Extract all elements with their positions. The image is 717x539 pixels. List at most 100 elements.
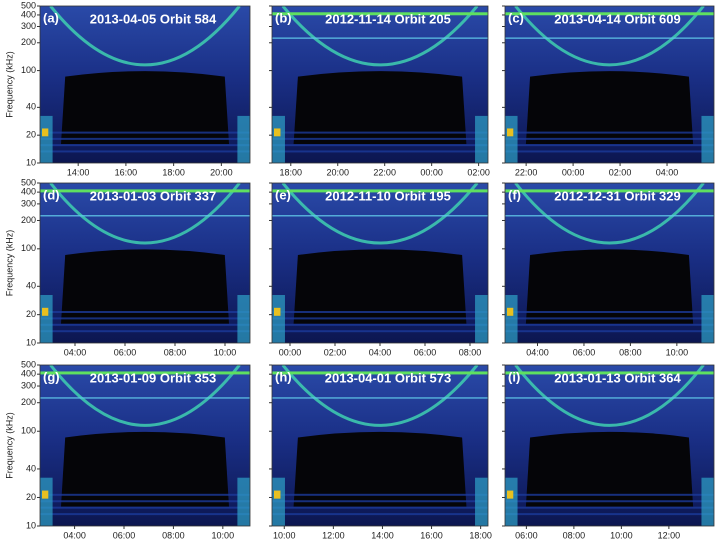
band <box>272 137 488 140</box>
edge-hot <box>507 307 514 316</box>
y-tick-label: 40 <box>26 281 36 291</box>
x-tick-label: 04:00 <box>526 347 549 357</box>
line-200 <box>272 397 488 399</box>
band <box>505 150 714 153</box>
x-tick-label: 08:00 <box>164 347 187 357</box>
x-tick-label: 08:00 <box>563 530 586 539</box>
band <box>272 131 488 134</box>
emission-arc <box>49 365 241 427</box>
y-tick-label: 300 <box>21 380 36 390</box>
band <box>272 513 488 516</box>
emission-arc <box>514 365 705 427</box>
edge-glow <box>40 115 53 163</box>
line-400 <box>272 12 488 16</box>
edge-hot <box>42 490 49 499</box>
x-tick-label: 12:00 <box>322 530 345 539</box>
x-tick-label: 18:00 <box>162 167 185 177</box>
edge-glow <box>475 477 488 526</box>
dark-region <box>293 71 467 145</box>
edge-glow <box>237 115 250 163</box>
x-tick-label: 10:00 <box>273 530 296 539</box>
line-200 <box>505 37 714 39</box>
x-tick-label: 18:00 <box>280 167 303 177</box>
edge-glow <box>505 477 518 526</box>
band <box>505 144 714 147</box>
panel: 06:00 08:00 10:00 12:00 (i) 2013-01-13 Orbit … <box>502 364 715 539</box>
y-tick-label: 400 <box>21 9 36 19</box>
panel-title: 2013-04-01 Orbit 573 <box>325 370 451 385</box>
x-tick-label: 16:00 <box>115 167 138 177</box>
edge-glow <box>701 295 714 343</box>
y-tick-label: 20 <box>26 492 36 502</box>
dark-region <box>61 249 229 324</box>
edge-glow <box>40 477 53 526</box>
y-tick-label: 40 <box>26 463 36 473</box>
x-tick-label: 00:00 <box>279 347 302 357</box>
band <box>40 317 250 320</box>
band <box>505 506 714 509</box>
band <box>40 150 250 153</box>
edge-glow <box>505 115 518 163</box>
emission-arc <box>281 6 479 67</box>
edge-glow <box>475 115 488 163</box>
x-tick-label: 06:00 <box>113 530 136 539</box>
x-tick-label: 04:00 <box>369 347 392 357</box>
spectrogram <box>272 183 488 343</box>
line-400 <box>505 371 714 375</box>
edge-glow <box>272 477 285 526</box>
frame <box>504 364 715 527</box>
y-tick-label: 10 <box>26 157 36 167</box>
panel-label: (d) <box>43 187 60 202</box>
panel-title: 2013-01-13 Orbit 364 <box>554 370 681 385</box>
x-tick-label: 10:00 <box>610 530 633 539</box>
dark-region <box>61 71 229 145</box>
panel: 04:00 06:00 08:00 10:00 (f) 2012-12-31 Orbit … <box>502 182 715 357</box>
x-tick-label: 10:00 <box>214 347 237 357</box>
edge-glow <box>475 295 488 343</box>
band <box>505 317 714 320</box>
x-tick-label: 10:00 <box>212 530 235 539</box>
band <box>40 506 250 509</box>
y-tick-label: 400 <box>21 369 36 379</box>
panel-label: (i) <box>508 369 520 384</box>
line-200 <box>40 215 250 217</box>
band <box>40 493 250 496</box>
x-tick-label: 02:00 <box>324 347 347 357</box>
x-tick-label: 14:00 <box>67 167 90 177</box>
x-tick-label: 06:00 <box>573 347 596 357</box>
spectrogram <box>272 365 488 526</box>
band <box>505 493 714 496</box>
y-axis-label: Frequency (kHz) <box>4 412 14 479</box>
band <box>272 311 488 313</box>
x-tick-label: 18:00 <box>469 530 492 539</box>
emission-arc <box>281 183 479 245</box>
y-tick-label: 300 <box>21 198 36 208</box>
spectrogram <box>505 365 714 526</box>
emission-arc <box>281 365 479 427</box>
dark-region <box>525 431 694 507</box>
x-tick-label: 08:00 <box>619 347 642 357</box>
y-tick-label: 300 <box>21 21 36 31</box>
edge-hot <box>507 128 514 137</box>
y-axis-label: Frequency (kHz) <box>4 51 14 118</box>
panel-title: 2012-11-14 Orbit 205 <box>325 11 451 26</box>
spectrogram <box>505 183 714 343</box>
line-400 <box>40 371 250 375</box>
y-tick-label: 500 <box>21 177 36 187</box>
edge-glow <box>40 295 53 343</box>
band <box>272 330 488 333</box>
band <box>40 323 250 326</box>
y-tick-label: 500 <box>21 0 36 10</box>
frame <box>39 182 251 344</box>
band <box>272 144 488 147</box>
panel-title: 2013-04-14 Orbit 609 <box>554 11 680 26</box>
y-tick-label: 100 <box>21 426 36 436</box>
panel-label: (e) <box>275 187 291 202</box>
frame <box>504 5 715 164</box>
x-tick-label: 06:00 <box>414 347 437 357</box>
panel-title: 2013-01-09 Orbit 353 <box>90 370 216 385</box>
x-tick-label: 14:00 <box>371 530 394 539</box>
x-tick-label: 00:00 <box>420 167 443 177</box>
panel-label: (f) <box>508 187 521 202</box>
y-tick-label: 20 <box>26 309 36 319</box>
